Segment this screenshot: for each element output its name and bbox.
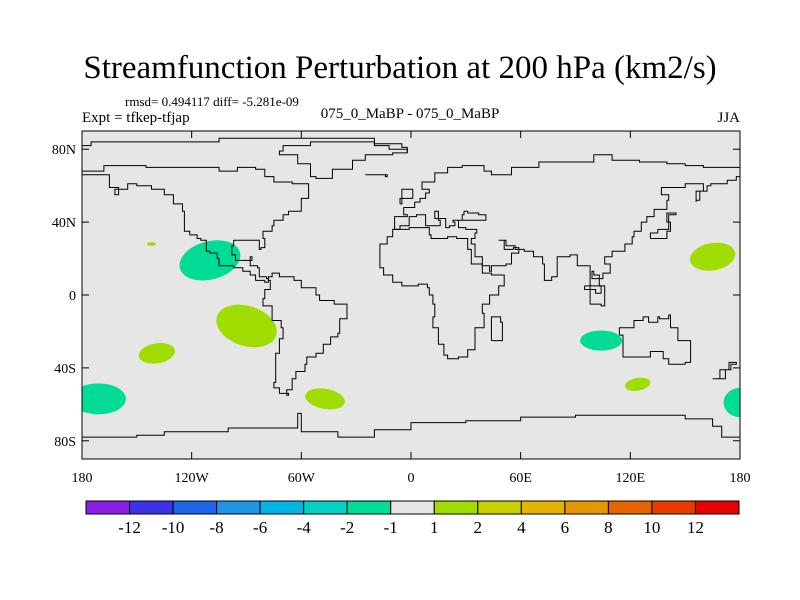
case-label: 075_0_MaBP - 075_0_MaBP: [320, 106, 500, 122]
coastline-segment: [365, 174, 388, 178]
colorbar-label: -2: [340, 518, 354, 537]
colorbar-swatch: [346, 500, 392, 515]
lon-tick-label: 0: [408, 471, 415, 486]
colorbar-label: -10: [162, 518, 185, 537]
colorbar-swatch: [607, 500, 653, 515]
lat-tick-label: 40S: [54, 362, 76, 377]
coastline-segment: [82, 412, 740, 438]
colorbar-label: -12: [118, 518, 141, 537]
positive-anomaly-south-pacific: [138, 342, 176, 364]
colorbar-label: -1: [384, 518, 398, 537]
map-background: [82, 131, 740, 459]
colorbar-swatch: [694, 500, 740, 515]
colorbar-label: -8: [210, 518, 224, 537]
coastline-segment: [712, 361, 737, 380]
colorbar-swatch: [216, 500, 261, 515]
small-positive-anomaly-north-pacific: [146, 242, 157, 246]
lon-tick-label: 60W: [288, 471, 316, 486]
colorbar-swatch: [172, 500, 218, 515]
colorbar-swatch: [259, 500, 305, 515]
coastline-segment: [278, 141, 408, 179]
lat-tick-label: 80N: [52, 143, 76, 158]
coastline-segment: [490, 316, 503, 342]
colorbar-label: 12: [687, 518, 704, 537]
lat-tick-label: 40N: [52, 216, 76, 231]
colorbar-label: 6: [561, 518, 570, 537]
colorbar-swatch: [303, 500, 348, 515]
positive-anomaly-south-atlantic: [305, 388, 345, 410]
lat-tick-label: 80S: [54, 435, 76, 450]
coastline-segment: [82, 165, 310, 283]
coastline-segment: [618, 314, 692, 365]
negative-anomaly-southwest-pacific-east: [723, 387, 740, 418]
coastline-segment: [649, 212, 677, 239]
colorbar-swatch: [85, 500, 131, 515]
coastline-segment: [379, 227, 505, 360]
positive-anomaly-australia: [624, 377, 651, 391]
negative-anomaly-east-pacific: [179, 240, 241, 281]
axis-ticks: 80N 40N 0 40S 80S 180 120W 60W 0 60E 120E 180: [52, 131, 751, 486]
colorbar: -12 -10 -8 -6 -4 -2 -1 1 2 4 6 8 10 12: [85, 500, 740, 537]
negative-anomaly-southwest-pacific: [82, 383, 126, 415]
lon-tick-label: 120E: [616, 471, 646, 486]
colorbar-label: -4: [297, 518, 312, 537]
coastline-segment: [584, 285, 606, 307]
colorbar-swatch: [129, 500, 174, 515]
colorbar-label: 4: [517, 518, 526, 537]
colorbar-swatch: [651, 500, 696, 515]
chart-title: Streamfunction Perturbation at 200 hPa (…: [83, 50, 717, 86]
coastline-segment: [262, 272, 348, 396]
coastline-segment: [399, 176, 740, 294]
positive-anomaly-northwest-pacific: [689, 242, 736, 271]
stats-label: rmsd= 0.494117 diff= -5.281e-09: [125, 94, 299, 109]
negative-anomaly-indian-ocean: [580, 330, 623, 351]
colorbar-swatch: [477, 500, 522, 515]
coastline-segment: [399, 188, 414, 205]
lat-tick-label: 0: [69, 289, 76, 304]
coastline-segment: [394, 154, 740, 230]
colorbar-swatch: [390, 500, 435, 515]
colorbar-label: 1: [430, 518, 439, 537]
colorbar-label: -6: [253, 518, 267, 537]
coastline-segment: [82, 137, 408, 153]
lon-tick-label: 180: [72, 471, 93, 486]
colorbar-label: 8: [604, 518, 613, 537]
experiment-label: Expt = tfkep-tfjap: [82, 110, 190, 126]
colorbar-label: 10: [643, 518, 660, 537]
season-label: JJA: [717, 110, 740, 126]
positive-anomaly-southeast-pacific: [216, 304, 277, 348]
anomaly-layer: [82, 240, 740, 418]
colorbar-label: 2: [474, 518, 483, 537]
lon-tick-label: 120W: [175, 471, 210, 486]
lon-tick-label: 60E: [509, 471, 532, 486]
colorbar-swatch: [564, 500, 609, 515]
colorbar-swatch: [520, 500, 566, 515]
colorbar-swatch: [433, 500, 479, 515]
coastline-layer: [82, 137, 740, 438]
lon-tick-label: 180: [730, 471, 751, 486]
